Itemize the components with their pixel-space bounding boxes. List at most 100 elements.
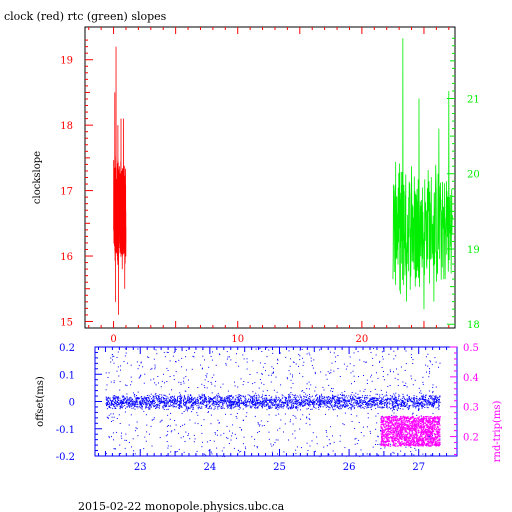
offset-point: [268, 438, 270, 440]
offset-point: [354, 428, 356, 429]
offset-point: [412, 359, 414, 361]
offset-point: [359, 404, 361, 406]
offset-point: [124, 355, 126, 357]
offset-point: [336, 396, 338, 398]
rndtrip-point: [420, 440, 423, 442]
offset-point: [310, 360, 312, 362]
offset-point: [273, 367, 274, 369]
offset-point: [154, 402, 156, 404]
rndtrip-point: [383, 424, 385, 426]
rndtrip-point: [435, 420, 437, 423]
offset-point: [290, 407, 292, 409]
bottom-right-tick-label: 0.5: [463, 343, 479, 354]
offset-point: [180, 396, 182, 398]
offset-point: [148, 395, 150, 397]
offset-point: [122, 395, 124, 397]
offset-point: [420, 398, 422, 400]
offset-point: [250, 400, 251, 402]
offset-point: [117, 366, 119, 368]
rndtrip-point: [422, 444, 425, 446]
rndtrip-point: [381, 436, 383, 439]
offset-point: [313, 407, 315, 408]
offset-point: [391, 404, 393, 406]
offset-point: [144, 401, 146, 403]
offset-point: [237, 405, 239, 407]
rndtrip-point: [392, 444, 394, 446]
offset-point: [410, 375, 412, 377]
offset-point: [197, 408, 199, 410]
offset-point: [356, 404, 358, 406]
offset-point: [180, 403, 182, 405]
offset-point: [204, 394, 205, 396]
offset-point: [261, 402, 263, 404]
rndtrip-point: [439, 418, 441, 420]
offset-point: [260, 402, 262, 404]
offset-point: [249, 403, 251, 405]
offset-point: [435, 397, 437, 399]
offset-point: [317, 397, 319, 399]
offset-point: [112, 399, 114, 401]
offset-point: [136, 421, 138, 423]
offset-point: [251, 401, 253, 403]
offset-point: [360, 432, 362, 433]
offset-point: [171, 396, 173, 398]
offset-point: [204, 399, 206, 401]
offset-point: [398, 396, 399, 398]
offset-point: [234, 402, 236, 404]
offset-point: [410, 399, 412, 401]
rndtrip-point: [418, 417, 420, 419]
offset-point: [273, 371, 274, 373]
offset-point: [416, 400, 418, 402]
offset-point: [242, 401, 244, 403]
offset-point: [339, 401, 341, 403]
offset-point: [298, 402, 300, 404]
offset-point: [297, 405, 299, 407]
offset-point: [220, 386, 222, 388]
offset-point: [216, 396, 218, 397]
offset-point: [190, 405, 192, 407]
offset-point: [337, 355, 339, 356]
offset-point: [335, 400, 337, 402]
offset-point: [145, 402, 147, 404]
rndtrip-point: [387, 428, 389, 431]
offset-point: [242, 419, 244, 421]
offset-point: [350, 404, 352, 406]
rndtrip-point: [409, 445, 411, 447]
rndtrip-point: [401, 443, 403, 445]
offset-point: [166, 441, 168, 442]
offset-point: [414, 447, 416, 449]
offset-point: [188, 399, 190, 401]
offset-point: [325, 400, 327, 402]
offset-point: [188, 387, 190, 388]
offset-point: [419, 392, 421, 394]
offset-point: [225, 403, 227, 405]
offset-point: [175, 400, 177, 402]
offset-point: [312, 367, 314, 369]
offset-point: [223, 402, 225, 404]
offset-point: [363, 408, 365, 410]
offset-point: [126, 398, 128, 400]
offset-point: [216, 454, 218, 456]
offset-point: [264, 402, 266, 404]
offset-point: [167, 447, 169, 449]
offset-point: [180, 399, 182, 401]
rndtrip-point: [428, 427, 430, 429]
offset-point: [379, 443, 381, 445]
offset-point: [286, 378, 288, 380]
offset-point: [282, 397, 284, 399]
offset-point: [406, 398, 408, 400]
offset-point: [320, 396, 322, 398]
offset-point: [375, 393, 377, 395]
offset-point: [325, 374, 327, 376]
offset-point: [350, 409, 352, 411]
offset-point: [425, 394, 427, 396]
offset-point: [402, 395, 404, 397]
offset-point: [299, 349, 301, 351]
offset-point: [107, 402, 108, 404]
offset-point: [336, 415, 338, 417]
rndtrip-point: [406, 425, 408, 427]
offset-point: [277, 429, 279, 431]
offset-point: [405, 401, 407, 403]
offset-point: [422, 376, 424, 378]
offset-point: [313, 405, 314, 407]
